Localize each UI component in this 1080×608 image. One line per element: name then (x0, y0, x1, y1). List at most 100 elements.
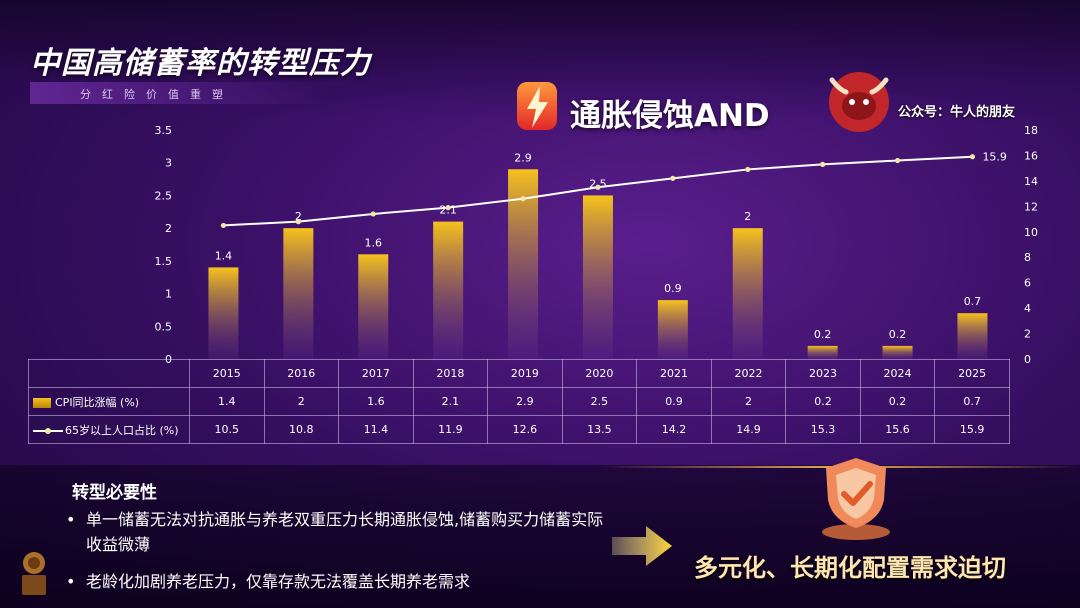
bottom-panel (0, 465, 1080, 608)
bar (582, 195, 613, 359)
table-cell-aging: 10.8 (263, 415, 340, 444)
bar-data-label: 2.9 (514, 151, 532, 164)
left-tick-label: 3.5 (155, 124, 173, 137)
arrow-right-icon (612, 526, 672, 566)
table-cell-cpi: 0.2 (785, 387, 861, 416)
right-tick-label: 2 (1024, 328, 1031, 341)
legend-aging-label: 65岁以上人口占比 (%) (65, 423, 179, 437)
left-tick-label: 2.5 (155, 189, 173, 202)
section-title: 转型必要性 (72, 483, 157, 503)
line-point (670, 175, 676, 181)
category-label: 2021 (636, 359, 712, 388)
bar (358, 254, 389, 359)
bar-series-cpi: 1.421.62.12.92.50.920.20.20.7 (208, 151, 988, 359)
category-label: 2022 (710, 359, 787, 388)
data-table: 2015 2016 2017 2018 2019 2020 2021 2022 2023 2024… (28, 359, 1010, 444)
headline: 通胀侵蚀AND (570, 98, 770, 134)
table-cell-cpi: 2.5 (561, 387, 638, 416)
line-point (520, 196, 526, 202)
bar (657, 300, 688, 359)
right-axis: 0 2 4 6 8 10 12 14 16 18 (1024, 124, 1038, 366)
legend-line-swatch (33, 426, 63, 436)
category-label: 2024 (859, 359, 936, 388)
line-point (295, 219, 301, 225)
table-cell-cpi: 0.2 (859, 387, 936, 416)
table-cell-cpi: 1.4 (189, 387, 265, 416)
table-cell-cpi: 2.1 (412, 387, 489, 416)
right-tick-label: 18 (1024, 124, 1038, 137)
table-cell-aging: 14.9 (710, 415, 787, 444)
bar-data-label: 2 (295, 210, 302, 223)
subtitle-bar (30, 82, 330, 104)
table-cell-aging: 10.5 (189, 415, 265, 444)
bullet-item: • 单一储蓄无法对抗通胀与养老双重压力长期通胀侵蚀,储蓄购买力储蓄实际收益微薄 (66, 507, 611, 557)
left-tick-label: 0.5 (155, 320, 173, 333)
table-cell-aging: 11.9 (412, 415, 489, 444)
bull-logo-icon (829, 72, 889, 132)
callout-text: 多元化、长期化配置需求迫切 (694, 553, 1006, 582)
right-tick-label: 16 (1024, 149, 1038, 162)
category-label: 2023 (785, 359, 861, 388)
category-label: 2020 (561, 359, 638, 388)
line-point (370, 211, 376, 217)
right-tick-label: 12 (1024, 200, 1038, 213)
category-label: 2016 (263, 359, 340, 388)
right-tick-label: 14 (1024, 175, 1038, 188)
bullet-marker: • (66, 572, 76, 591)
line-point (969, 154, 976, 160)
table-cell-cpi: 1.6 (338, 387, 414, 416)
lightning-bolt-icon (517, 82, 557, 130)
left-tick-label: 1.5 (155, 255, 173, 268)
legend-cpi-label: CPI同比涨幅 (%) (55, 395, 140, 409)
line-point (445, 205, 451, 211)
watermark-text: 公众号：牛人的朋友 (898, 105, 1016, 120)
category-label: 2025 (934, 359, 1010, 388)
legend-cpi: CPI同比涨幅 (%) (28, 387, 190, 416)
line-point (745, 166, 751, 173)
table-cell-aging: 15.6 (859, 415, 936, 444)
left-tick-label: 2 (165, 222, 172, 235)
line-point (894, 157, 901, 164)
bar-data-label: 0.9 (664, 282, 682, 295)
right-tick-label: 6 (1024, 277, 1031, 290)
line-point (220, 222, 227, 229)
table-cell-cpi: 0.7 (934, 387, 1010, 416)
bar-data-label: 1.6 (365, 236, 383, 249)
bar (433, 221, 464, 359)
bar-data-label: 0.2 (889, 328, 907, 341)
bar (807, 345, 838, 359)
line-point (820, 161, 826, 167)
table-cell-cpi: 2 (710, 387, 787, 416)
table-cell-aging: 14.2 (636, 415, 712, 444)
category-label: 2018 (412, 359, 489, 388)
line-end-label: 15.9 (982, 151, 1007, 164)
bullet-text: 老龄化加剧养老压力，仅靠存款无法覆盖长期养老需求 (86, 572, 471, 591)
table-cell-cpi: 0.9 (636, 387, 712, 416)
right-tick-label: 0 (1024, 353, 1031, 366)
left-tick-label: 1 (165, 288, 172, 301)
table-cell-aging: 11.4 (338, 415, 414, 444)
page-title: 中国高储蓄率的转型压力 (30, 46, 371, 81)
shield-check-icon (822, 458, 890, 540)
table-row-cpi: CPI同比涨幅 (%) 1.4 2 1.6 2.1 2.9 2.5 0.9 2 0.2 0.2 0.… (28, 387, 1010, 416)
bar-data-label: 0.2 (814, 328, 832, 341)
table-cell-aging: 12.6 (487, 415, 563, 444)
left-tick-label: 3 (165, 157, 172, 170)
category-label: 2015 (189, 359, 265, 388)
bar (208, 267, 239, 359)
table-cell-aging: 15.9 (934, 415, 1010, 444)
bar-data-label: 0.7 (964, 295, 982, 308)
table-row-aging: 65岁以上人口占比 (%) 10.5 10.8 11.4 11.9 12.6 13.5 14… (28, 415, 1010, 444)
bar-data-label: 1.4 (215, 249, 233, 262)
right-tick-label: 8 (1024, 251, 1031, 264)
table-cell-aging: 13.5 (561, 415, 638, 444)
legend-aging: 65岁以上人口占比 (%) (28, 415, 190, 444)
page-subtitle: 分红险价值重塑 (80, 88, 234, 101)
table-cell-cpi: 2.9 (487, 387, 563, 416)
left-axis: 00.511.522.533.5 (155, 124, 173, 366)
table-corner (28, 359, 190, 388)
line-point (595, 184, 601, 190)
bar (283, 228, 314, 359)
bullet-text: 单一储蓄无法对抗通胀与养老双重压力长期通胀侵蚀,储蓄购买力储蓄实际收益微薄 (86, 510, 604, 554)
